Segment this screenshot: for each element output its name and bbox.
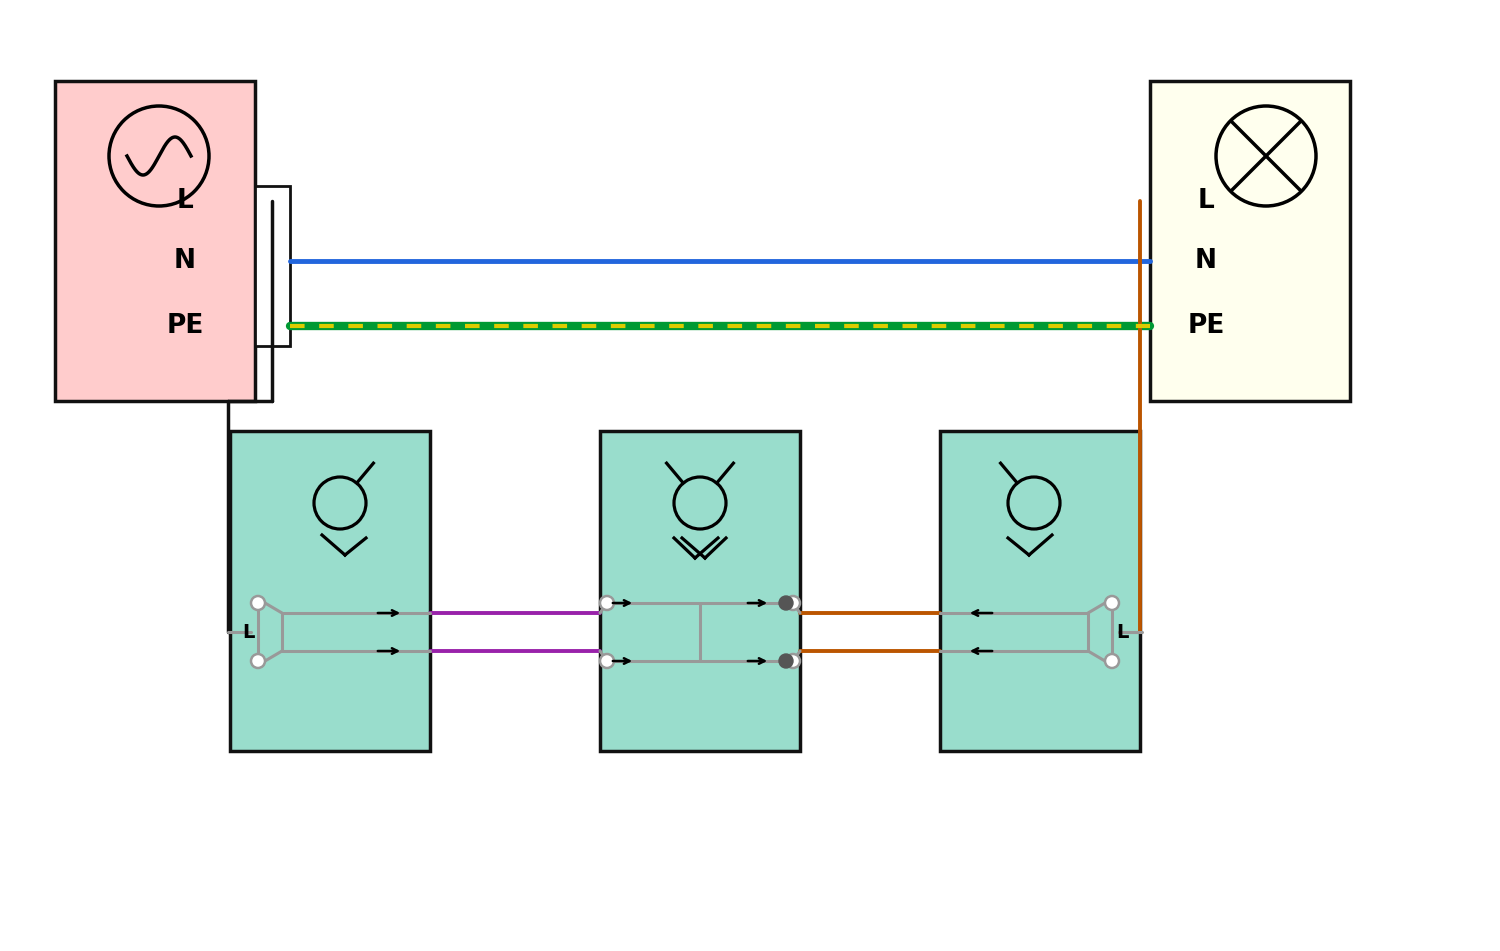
Bar xyxy=(56,81,255,401)
Text: N: N xyxy=(174,248,196,274)
Bar xyxy=(600,431,800,751)
Circle shape xyxy=(1106,596,1119,610)
Text: L: L xyxy=(1116,624,1128,643)
Text: L: L xyxy=(242,624,254,643)
Text: PE: PE xyxy=(166,313,204,339)
Bar xyxy=(255,186,290,346)
Circle shape xyxy=(1106,654,1119,668)
Circle shape xyxy=(786,654,800,668)
Bar xyxy=(940,431,1140,751)
Circle shape xyxy=(600,596,613,610)
Bar xyxy=(230,431,430,751)
Circle shape xyxy=(251,596,266,610)
Circle shape xyxy=(786,596,800,610)
Text: L: L xyxy=(1197,188,1215,214)
Text: PE: PE xyxy=(1188,313,1224,339)
Circle shape xyxy=(251,654,266,668)
Circle shape xyxy=(600,654,613,668)
Circle shape xyxy=(778,596,794,610)
Text: N: N xyxy=(1196,248,1216,274)
Circle shape xyxy=(778,654,794,668)
Bar xyxy=(1150,81,1350,401)
Text: L: L xyxy=(177,188,194,214)
